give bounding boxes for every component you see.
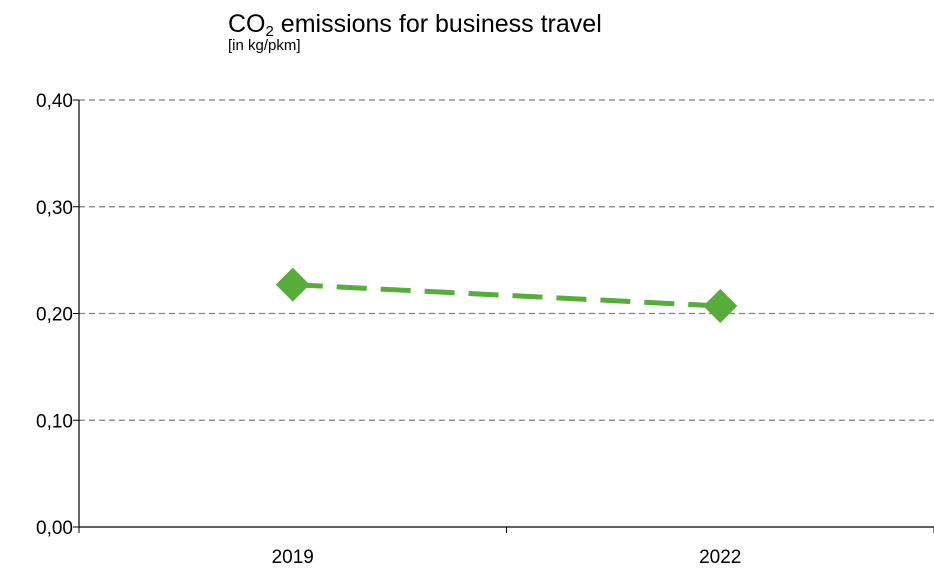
chart-title: CO2 emissions for business travel <box>228 8 602 40</box>
y-axis-tick-labels: 0,00 0,10 0,20 0,30 0,40 <box>36 91 73 539</box>
chart-subtitle: [in kg/pkm] <box>228 37 301 54</box>
gridlines <box>79 99 934 421</box>
y-tick-label: 0,40 <box>36 91 73 112</box>
y-tick-label: 0,00 <box>36 518 73 539</box>
chart-title-suffix: emissions for business travel <box>273 10 602 38</box>
y-tick-label: 0,10 <box>36 411 73 432</box>
axes <box>73 99 934 533</box>
x-axis-tick-labels: 2019 2022 <box>272 547 742 568</box>
chart-title-prefix: CO <box>228 10 266 38</box>
y-tick-label: 0,30 <box>36 198 73 219</box>
x-tick-label: 2022 <box>699 547 741 568</box>
chart-title-subscript: 2 <box>265 23 274 40</box>
x-tick-label: 2019 <box>272 547 314 568</box>
chart-title-block: CO2 emissions for business travel [in kg… <box>228 8 602 54</box>
series-line <box>292 282 721 309</box>
y-tick-label: 0,20 <box>36 305 73 326</box>
data-point-marker <box>703 289 738 324</box>
data-point-marker <box>275 267 310 302</box>
series-layer <box>275 267 738 324</box>
